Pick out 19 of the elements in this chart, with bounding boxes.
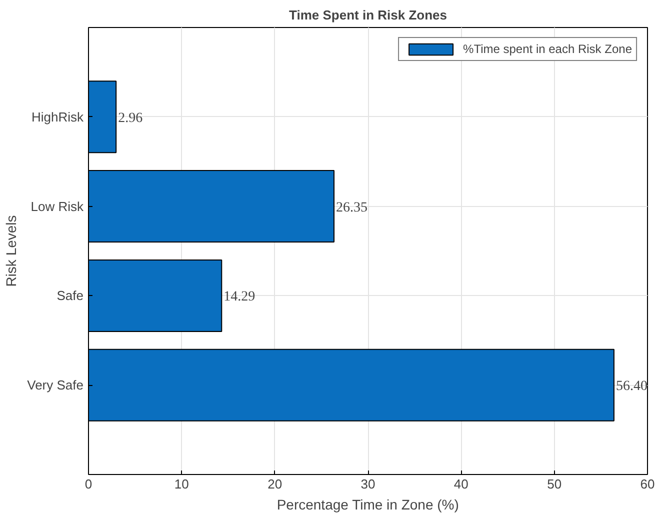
y-axis-title: Risk Levels: [3, 215, 20, 287]
data-label: 26.35: [336, 200, 368, 216]
x-tick-label: 50: [547, 476, 562, 492]
x-tick-label: 30: [360, 476, 376, 492]
x-tick-label: 0: [84, 476, 92, 492]
x-tick-label: 20: [268, 476, 282, 492]
y-tick-label: Safe: [56, 288, 84, 304]
data-label: 14.29: [224, 290, 256, 305]
x-axis-title: Percentage Time in Zone (%): [276, 496, 459, 512]
data-label: 2.96: [118, 110, 143, 126]
chart-title: Time Spent in Risk Zones: [289, 8, 447, 22]
data-label: 56.40: [616, 379, 648, 394]
legend-label: %Time spent in each Risk Zone: [463, 42, 632, 56]
y-tick-label: HighRisk: [31, 109, 84, 124]
x-tick-label: 10: [174, 476, 189, 492]
x-tick-label: 40: [454, 476, 468, 492]
x-tick-label: 60: [640, 476, 655, 492]
y-tick-label: Very Safe: [27, 378, 84, 393]
y-tick-label: Low Risk: [30, 198, 84, 214]
